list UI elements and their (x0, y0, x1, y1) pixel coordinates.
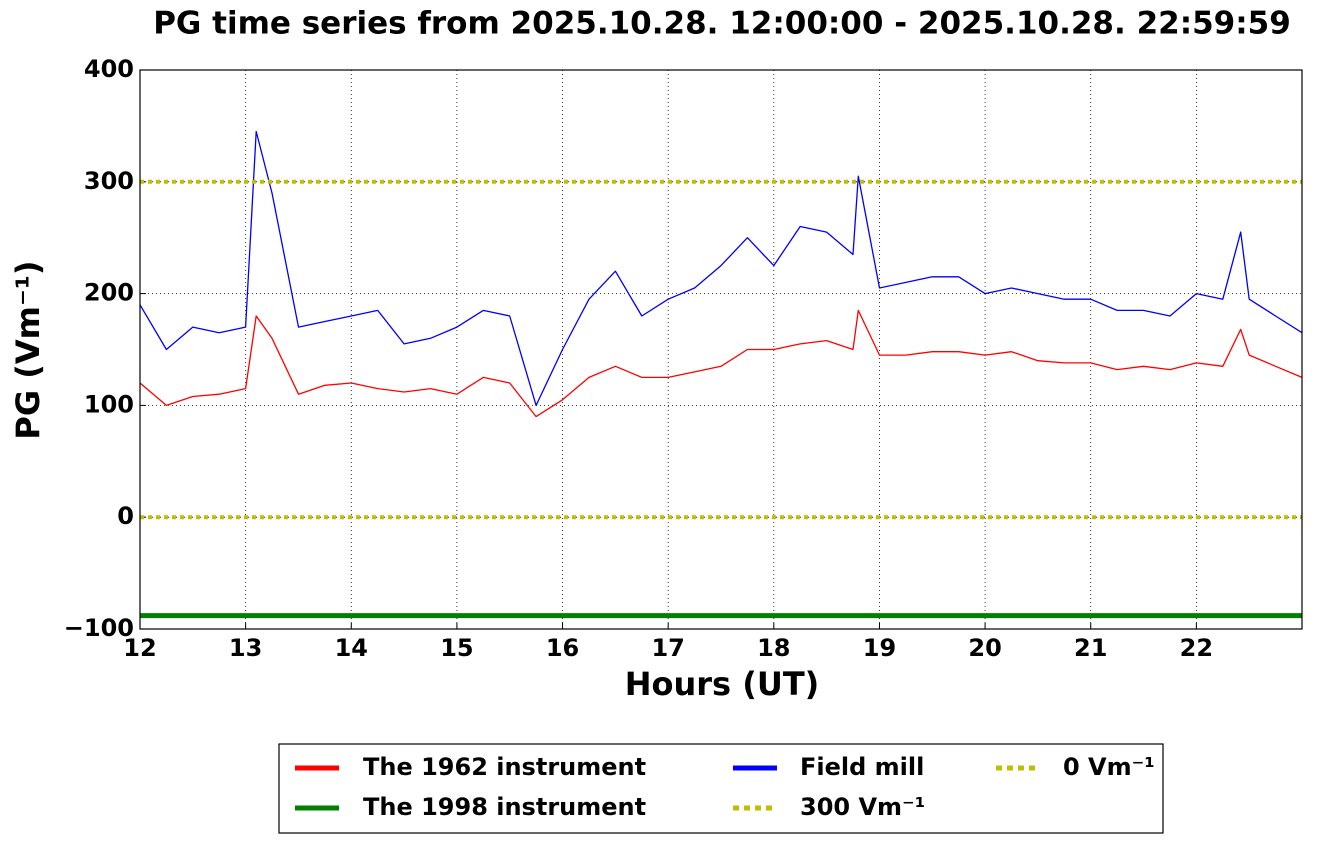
chart-title: PG time series from 2025.10.28. 12:00:00… (153, 6, 1291, 42)
y-axis-label: PG (Vm⁻¹) (9, 260, 47, 439)
x-tick-label: 19 (863, 634, 896, 662)
x-tick-label: 22 (1180, 634, 1213, 662)
legend-label: The 1962 instrument (363, 753, 646, 781)
y-tick-label: 200 (84, 279, 134, 307)
y-tick-label: 300 (84, 167, 134, 195)
x-tick-label: 15 (440, 634, 473, 662)
legend-label: The 1998 instrument (363, 793, 646, 821)
legend-label: 0 Vm⁻¹ (1063, 753, 1155, 781)
x-tick-label: 17 (651, 634, 684, 662)
x-tick-label: 13 (229, 634, 262, 662)
x-tick-label: 21 (1074, 634, 1107, 662)
x-axis-label: Hours (UT) (625, 665, 820, 703)
y-tick-label: 0 (117, 502, 134, 530)
x-tick-label: 18 (757, 634, 790, 662)
y-tick-label: 100 (84, 390, 134, 418)
y-tick-label: −100 (64, 614, 134, 642)
x-tick-label: 20 (968, 634, 1001, 662)
series-line (139, 309, 1303, 418)
y-tick-label: 400 (84, 55, 134, 83)
x-tick-label: 16 (546, 634, 579, 662)
x-tick-label: 14 (335, 634, 368, 662)
series-line (139, 130, 1303, 407)
x-tick-label: 12 (123, 634, 156, 662)
legend-box (278, 743, 1164, 834)
plot-frame (139, 69, 1303, 630)
legend-label: 300 Vm⁻¹ (800, 793, 925, 821)
legend-label: Field mill (800, 753, 924, 781)
